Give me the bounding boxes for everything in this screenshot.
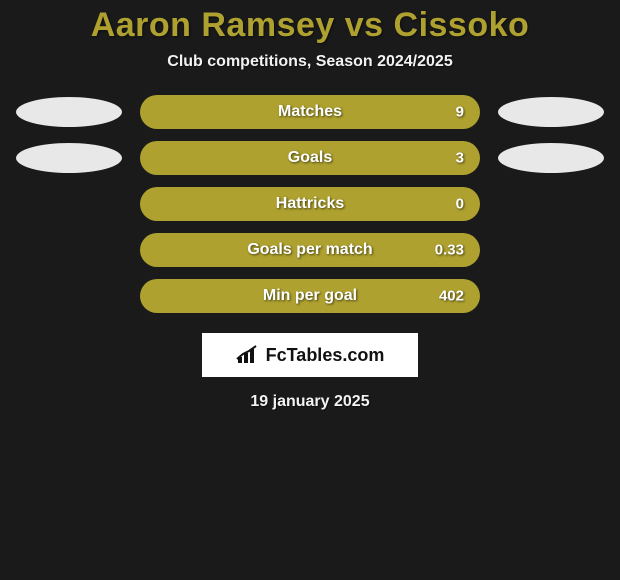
stat-label: Matches — [278, 103, 342, 121]
stat-label: Hattricks — [276, 195, 344, 213]
stat-bar: Goals per match 0.33 — [140, 233, 480, 267]
stat-bar: Goals 3 — [140, 141, 480, 175]
stat-row: Goals 3 — [0, 141, 620, 175]
left-ellipse — [16, 143, 122, 173]
right-ellipse — [498, 143, 604, 173]
brand-name: FcTables.com — [266, 345, 385, 366]
stat-row: Goals per match 0.33 — [0, 233, 620, 267]
stat-value: 0 — [456, 196, 464, 213]
date-label: 19 january 2025 — [0, 393, 620, 411]
stat-bar: Hattricks 0 — [140, 187, 480, 221]
stat-label: Goals per match — [247, 241, 372, 259]
stat-bar: Matches 9 — [140, 95, 480, 129]
left-ellipse — [16, 97, 122, 127]
stat-row: Min per goal 402 — [0, 279, 620, 313]
subtitle: Club competitions, Season 2024/2025 — [0, 53, 620, 71]
stat-row: Matches 9 — [0, 95, 620, 129]
stat-value: 3 — [456, 150, 464, 167]
stat-label: Goals — [288, 149, 332, 167]
stat-value: 402 — [439, 288, 464, 305]
brand-logo: FcTables.com — [202, 333, 418, 377]
page-title: Aaron Ramsey vs Cissoko — [0, 6, 620, 45]
stat-value: 0.33 — [435, 242, 464, 259]
bar-chart-icon — [236, 345, 260, 365]
comparison-card: Aaron Ramsey vs Cissoko Club competition… — [0, 0, 620, 411]
stat-value: 9 — [456, 104, 464, 121]
right-ellipse — [498, 97, 604, 127]
stats-list: Matches 9 Goals 3 Hattricks 0 Goals per match 0… — [0, 95, 620, 313]
stat-bar: Min per goal 402 — [140, 279, 480, 313]
stat-row: Hattricks 0 — [0, 187, 620, 221]
stat-label: Min per goal — [263, 287, 357, 305]
